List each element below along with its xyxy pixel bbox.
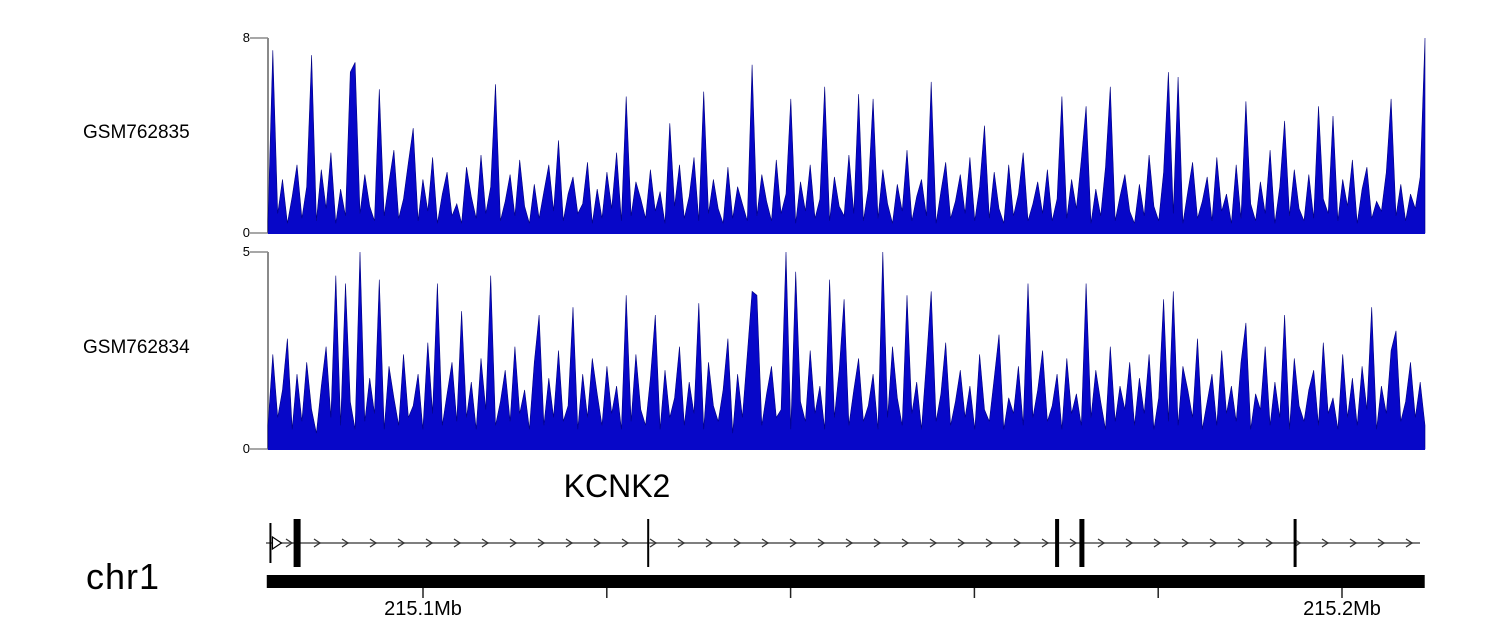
- strand-arrow-icon: [1041, 538, 1050, 548]
- axis-tick-label-215-1mb: 215.1Mb: [384, 598, 462, 620]
- strand-arrow-icon: [509, 538, 518, 548]
- strand-arrow-icon: [1377, 538, 1386, 548]
- strand-arrow-icon: [1125, 538, 1134, 548]
- signal-track-1: [250, 37, 1426, 234]
- track2-label: GSM762834: [83, 337, 190, 358]
- strand-arrow-icon: [1321, 538, 1330, 548]
- strand-arrow-icon: [397, 538, 406, 548]
- exon-bar: [647, 519, 650, 567]
- exon-bar: [1079, 519, 1085, 567]
- strand-arrow-icon: [621, 538, 630, 548]
- gene-model-track: [266, 519, 1420, 567]
- exon-bar: [1055, 519, 1060, 567]
- strand-arrow-icon: [369, 538, 378, 548]
- strand-arrow-icon: [705, 538, 714, 548]
- signal-area: [267, 251, 1426, 450]
- strand-arrow-icon: [733, 538, 742, 548]
- strand-arrow-icon: [817, 538, 826, 548]
- track1-label: GSM762835: [83, 122, 190, 143]
- signal-baseline: [268, 447, 1425, 450]
- gene-name-label: KCNK2: [563, 468, 671, 504]
- strand-arrow-icon: [1209, 538, 1218, 548]
- strand-arrow-icon: [873, 538, 882, 548]
- track2-ymax-tick-label: 5: [242, 244, 250, 259]
- signal-track-2: [250, 251, 1426, 450]
- signal-area: [267, 37, 1426, 234]
- strand-arrow-icon: [1349, 538, 1358, 548]
- strand-arrow-icon: [1405, 538, 1414, 548]
- signal-baseline: [268, 231, 1425, 234]
- genome-axis-track: [266, 575, 1425, 598]
- strand-arrow-icon: [1265, 538, 1274, 548]
- strand-arrow-icon: [313, 538, 322, 548]
- strand-arrow-icon: [1013, 538, 1022, 548]
- tss-arrowhead-icon: [271, 535, 283, 551]
- strand-arrow-icon: [761, 538, 770, 548]
- track1-ymax-tick-label: 8: [242, 30, 250, 45]
- strand-arrow-icon: [789, 538, 798, 548]
- strand-arrow-icon: [1181, 538, 1190, 548]
- strand-arrow-icon: [1097, 538, 1106, 548]
- strand-arrow-icon: [1153, 538, 1162, 548]
- strand-arrow-icon: [957, 538, 966, 548]
- strand-arrow-icon: [1069, 538, 1078, 548]
- track2-ymin-tick-label: 0: [242, 441, 250, 456]
- strand-arrow-icon: [537, 538, 546, 548]
- strand-arrow-icon: [985, 538, 994, 548]
- strand-arrow-icon: [929, 538, 938, 548]
- strand-arrow-icon: [593, 538, 602, 548]
- strand-arrow-icon: [481, 538, 490, 548]
- track1-ymin-tick-label: 0: [242, 225, 250, 240]
- strand-arrow-icon: [565, 538, 574, 548]
- chromosome-label: chr1: [86, 556, 161, 597]
- strand-arrow-icon: [649, 538, 658, 548]
- exon-bar: [1293, 519, 1297, 567]
- strand-arrow-icon: [341, 538, 350, 548]
- strand-arrow-icon: [425, 538, 434, 548]
- strand-arrow-icon: [453, 538, 462, 548]
- strand-arrow-icon: [677, 538, 686, 548]
- strand-arrow-icon: [1237, 538, 1246, 548]
- strand-arrow-icon: [901, 538, 910, 548]
- axis-tick-label-215-2mb: 215.2Mb: [1303, 598, 1381, 620]
- exon-bar: [293, 519, 301, 567]
- strand-arrow-icon: [845, 538, 854, 548]
- chromosome-bar: [266, 575, 1425, 588]
- strand-arrow-icon: [285, 538, 294, 548]
